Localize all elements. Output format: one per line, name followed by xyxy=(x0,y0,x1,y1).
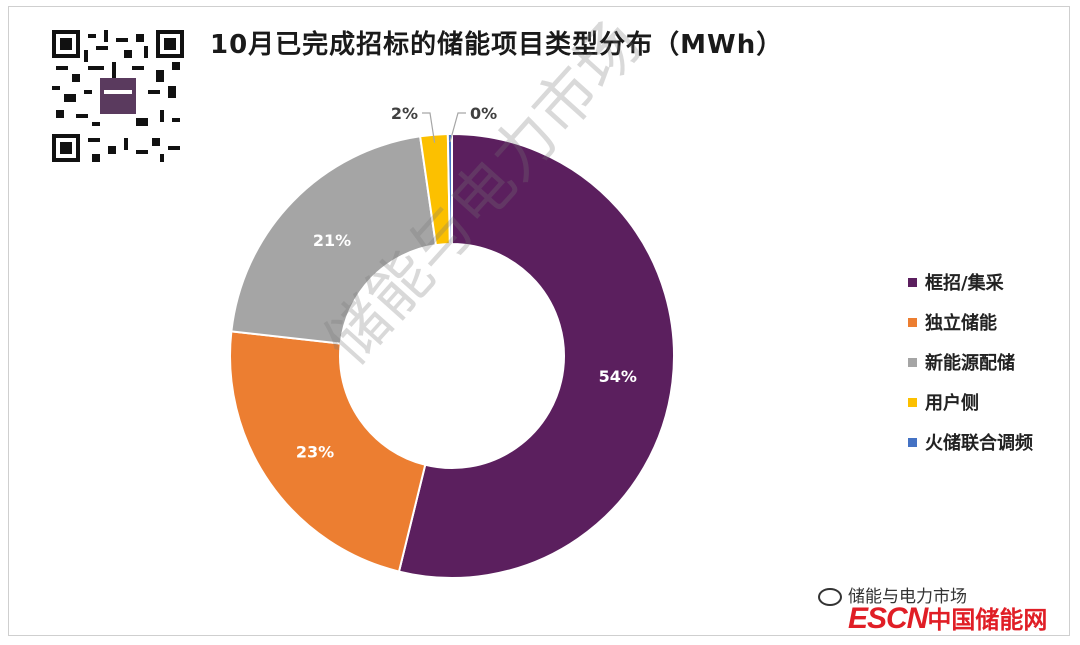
slice-4 xyxy=(446,132,453,246)
legend-swatch-2 xyxy=(908,357,917,367)
slice-label-1: 23% xyxy=(296,443,334,462)
logo-en: ESCN xyxy=(848,602,928,635)
qr-code xyxy=(52,30,184,162)
slice-label-0: 54% xyxy=(599,367,637,386)
legend-label-4: 火储联合调频 xyxy=(925,433,1033,454)
legend-item-1: 独立储能 xyxy=(908,302,1033,342)
legend-label-2: 新能源配储 xyxy=(925,353,1015,374)
slice-label-4: 0% xyxy=(470,104,497,123)
slice-0 xyxy=(397,132,675,579)
legend-swatch-4 xyxy=(908,437,917,447)
slice-label-2: 21% xyxy=(313,231,351,250)
legend-label-0: 框招/集采 xyxy=(925,273,1004,294)
leader-line-3 xyxy=(422,112,436,143)
chart-title: 10月已完成招标的储能项目类型分布（MWh） xyxy=(210,30,784,60)
slice-label-3: 2% xyxy=(391,104,418,123)
legend-item-4: 火储联合调频 xyxy=(908,422,1033,462)
legend-label-3: 用户侧 xyxy=(925,393,979,414)
legend-item-3: 用户侧 xyxy=(908,382,1033,422)
wechat-account: 储能与电力市场 xyxy=(818,582,967,607)
legend-item-2: 新能源配储 xyxy=(908,342,1033,382)
logo-cn: 中国储能网 xyxy=(927,606,1048,634)
legend-item-0: 框招/集采 xyxy=(908,262,1033,302)
slice-1 xyxy=(229,330,427,573)
chart-legend: 框招/集采独立储能新能源配储用户侧火储联合调频 xyxy=(908,262,1033,462)
legend-label-1: 独立储能 xyxy=(925,313,997,334)
leader-line-4 xyxy=(449,112,466,143)
legend-swatch-0 xyxy=(908,277,917,287)
legend-swatch-3 xyxy=(908,397,917,407)
escn-logo: ESCN中国储能网 xyxy=(848,600,1047,636)
chart-frame xyxy=(8,6,1070,636)
legend-swatch-1 xyxy=(908,317,917,327)
wechat-icon xyxy=(818,588,842,606)
slice-2 xyxy=(230,135,438,345)
wechat-account-label: 储能与电力市场 xyxy=(848,587,967,607)
